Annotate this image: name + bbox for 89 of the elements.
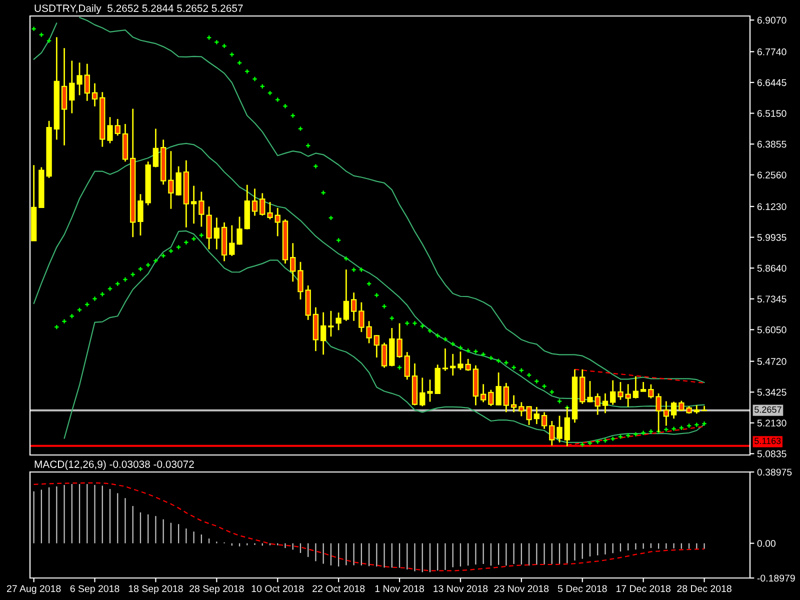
- y-tick-label: -0.18979: [757, 574, 795, 582]
- candlestick: [214, 216, 220, 250]
- candlestick: [152, 128, 159, 168]
- candlestick: [564, 406, 570, 447]
- candlestick: [290, 242, 296, 282]
- candlestick: [587, 380, 593, 403]
- candlestick: [701, 405, 708, 412]
- candlestick: [541, 412, 548, 430]
- y-tick-label: 6.5150: [757, 110, 786, 117]
- candlestick: [625, 383, 631, 408]
- candlestick: [510, 394, 517, 413]
- candlestick: [480, 383, 486, 403]
- x-tick-label: 17 Dec 2018: [616, 585, 670, 592]
- x-tick-label: 28 Dec 2018: [677, 585, 732, 592]
- candlestick: [298, 261, 304, 300]
- candlestick: [114, 118, 120, 136]
- candlestick: [534, 406, 540, 425]
- y-tick-label: 5.4720: [757, 358, 786, 365]
- x-tick-label: 22 Oct 2018: [312, 585, 365, 592]
- candlestick: [549, 420, 555, 446]
- candlestick: [556, 415, 562, 444]
- candlestick: [427, 378, 433, 402]
- candlestick: [61, 47, 68, 146]
- candlestick: [69, 60, 75, 114]
- candlestick: [229, 224, 235, 257]
- y-tick-label: 6.7740: [757, 48, 786, 56]
- candlestick: [618, 381, 624, 401]
- candlestick: [670, 401, 677, 420]
- candlestick: [252, 188, 258, 216]
- x-tick-label: 18 Sep 2018: [128, 585, 183, 594]
- ref-line-label: 5.1163: [754, 438, 781, 444]
- candlestick: [267, 201, 273, 220]
- candlestick: [343, 268, 350, 322]
- chart-title: USDTRY,Daily 5.2652 5.2844 5.2652 5.2657: [34, 4, 243, 14]
- candlestick: [602, 392, 608, 414]
- candlestick: [92, 82, 98, 108]
- x-tick-label: 6 Sep 2018: [70, 585, 120, 594]
- candlestick: [374, 334, 380, 358]
- y-tick-label: 5.8640: [757, 264, 786, 272]
- candlestick: [396, 322, 402, 358]
- candlestick: [503, 382, 510, 413]
- candlestick: [420, 377, 426, 407]
- candlestick: [320, 312, 326, 356]
- y-tick-label: 6.6445: [757, 79, 786, 86]
- y-tick-label: 5.9935: [757, 234, 786, 241]
- y-tick-label: 6.2560: [757, 172, 786, 178]
- candlestick: [632, 376, 639, 400]
- candlestick: [404, 351, 410, 380]
- x-tick-label: 28 Sep 2018: [190, 585, 244, 594]
- candlestick: [107, 116, 113, 144]
- y-tick-label: 0.38975: [757, 468, 792, 476]
- candlestick: [663, 400, 670, 426]
- candlestick: [442, 348, 448, 372]
- candlestick: [640, 381, 646, 392]
- candlestick: [138, 193, 144, 236]
- line-series: [33, 482, 705, 572]
- x-tick-label: 13 Nov 2018: [434, 585, 488, 592]
- candlestick: [76, 62, 82, 96]
- x-tick-label: 5 Dec 2018: [558, 585, 607, 592]
- candlestick: [328, 310, 334, 338]
- candlestick: [381, 342, 388, 368]
- candlestick: [594, 392, 600, 416]
- x-tick-label: 27 Aug 2018: [6, 585, 61, 594]
- candlestick: [458, 350, 464, 371]
- x-tick-label: 1 Nov 2018: [375, 585, 424, 592]
- y-tick-label: 5.6050: [757, 326, 786, 334]
- y-tick-label: 5.2130: [757, 420, 786, 427]
- y-tick-label: 5.7345: [757, 296, 786, 302]
- x-tick-label: 10 Oct 2018: [252, 585, 304, 592]
- x-tick-label: 23 Nov 2018: [494, 585, 549, 592]
- y-tick-label: 6.1230: [757, 203, 786, 210]
- ref-line-label: 5.2657: [754, 406, 782, 413]
- y-tick-label: 0.00: [757, 540, 776, 547]
- candlestick: [260, 192, 266, 216]
- candlestick: [610, 380, 616, 406]
- y-tick-label: 5.0835: [757, 450, 786, 458]
- candlestick: [450, 353, 456, 376]
- y-tick-label: 5.3425: [757, 388, 786, 396]
- chart-title: MACD(12,26,9) -0.03038 -0.03072: [34, 460, 194, 470]
- y-tick-label: 6.9070: [757, 16, 786, 24]
- candlestick: [190, 185, 197, 224]
- candlestick: [465, 358, 471, 372]
- candlestick: [336, 312, 342, 331]
- y-tick-label: 6.3855: [757, 140, 786, 148]
- candlestick: [236, 216, 242, 246]
- line-series: [574, 368, 705, 384]
- candlestick: [84, 63, 90, 102]
- candlestick: [350, 292, 357, 322]
- candlestick: [274, 207, 280, 237]
